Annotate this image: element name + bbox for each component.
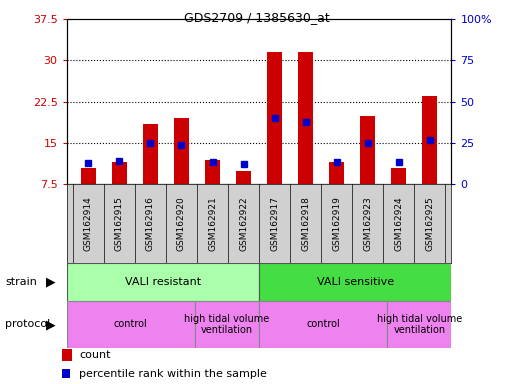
Bar — [174, 118, 189, 184]
Text: GSM162922: GSM162922 — [239, 196, 248, 251]
Text: count: count — [79, 350, 110, 360]
Bar — [267, 52, 282, 184]
Bar — [329, 162, 344, 184]
Bar — [391, 168, 406, 184]
Text: VALI sensitive: VALI sensitive — [317, 277, 394, 287]
Text: ▶: ▶ — [46, 318, 56, 331]
Text: GSM162920: GSM162920 — [177, 196, 186, 251]
Text: high tidal volume
ventilation: high tidal volume ventilation — [377, 314, 462, 335]
Bar — [298, 52, 313, 184]
Text: GSM162919: GSM162919 — [332, 196, 341, 251]
Text: ▶: ▶ — [46, 276, 56, 289]
Text: VALI resistant: VALI resistant — [125, 277, 201, 287]
Bar — [195, 301, 259, 348]
Text: control: control — [306, 319, 340, 329]
Text: GSM162918: GSM162918 — [301, 196, 310, 251]
Text: high tidal volume
ventilation: high tidal volume ventilation — [184, 314, 270, 335]
Bar — [422, 96, 438, 184]
Text: GSM162915: GSM162915 — [115, 196, 124, 251]
Text: GDS2709 / 1385630_at: GDS2709 / 1385630_at — [184, 12, 329, 25]
Text: GSM162925: GSM162925 — [425, 196, 434, 251]
Text: percentile rank within the sample: percentile rank within the sample — [79, 369, 267, 379]
Bar — [62, 369, 70, 379]
Bar — [205, 160, 220, 184]
Bar — [67, 301, 195, 348]
Bar — [259, 301, 387, 348]
Bar — [62, 349, 72, 361]
Bar — [143, 124, 158, 184]
Bar — [387, 301, 451, 348]
Text: GSM162916: GSM162916 — [146, 196, 155, 251]
Text: protocol: protocol — [5, 319, 50, 329]
Text: control: control — [114, 319, 148, 329]
Text: GSM162914: GSM162914 — [84, 196, 93, 251]
Bar — [259, 263, 451, 301]
Text: GSM162924: GSM162924 — [394, 196, 403, 251]
Text: GSM162923: GSM162923 — [363, 196, 372, 251]
Text: GSM162917: GSM162917 — [270, 196, 279, 251]
Bar — [67, 263, 259, 301]
Bar — [360, 116, 376, 184]
Bar — [81, 168, 96, 184]
Text: strain: strain — [5, 277, 37, 287]
Bar — [112, 162, 127, 184]
Text: GSM162921: GSM162921 — [208, 196, 217, 251]
Bar — [236, 170, 251, 184]
